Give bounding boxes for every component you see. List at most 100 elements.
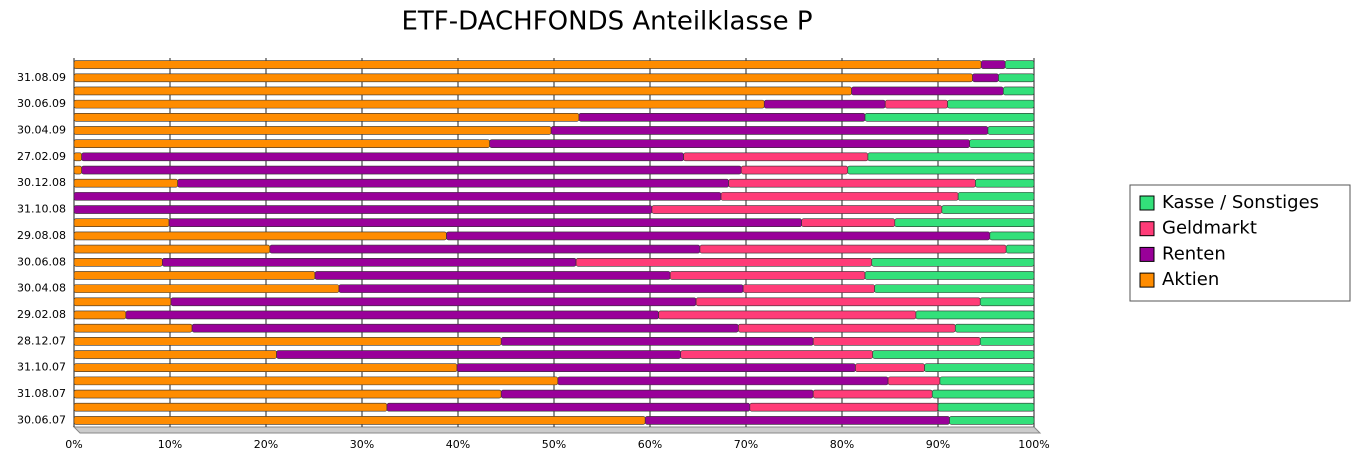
bar-segment <box>740 165 849 175</box>
bar-segment <box>177 178 730 188</box>
y-tick-label: 30.04.08 <box>17 282 66 295</box>
bar-segment <box>644 416 950 425</box>
bar-segment <box>73 297 172 307</box>
bar-segment <box>575 257 873 267</box>
bar-segment <box>73 86 852 96</box>
bar-segment <box>73 257 163 267</box>
bar-segment <box>489 139 970 148</box>
bar-segment <box>884 99 948 109</box>
bar-segment <box>669 271 866 280</box>
bar-segment <box>998 73 1035 83</box>
bar-segment <box>73 271 316 280</box>
bar-segment <box>73 231 447 241</box>
bar-segment <box>949 416 1035 425</box>
y-tick-label: 30.06.09 <box>17 97 66 110</box>
bar-segment <box>73 139 490 148</box>
bar-segment <box>73 402 388 412</box>
bar-segment <box>975 178 1035 188</box>
y-tick-label: 29.08.08 <box>17 229 66 242</box>
bar-segment <box>651 205 943 214</box>
x-tick-label: 50% <box>542 438 566 451</box>
bar-segment <box>683 152 869 162</box>
bar-segment <box>874 284 1035 293</box>
legend-swatch <box>1139 272 1155 288</box>
legend-label: Kasse / Sonstiges <box>1162 192 1319 213</box>
bar-segment <box>763 99 886 109</box>
bar-segment <box>931 389 1035 399</box>
bar-segment <box>1004 60 1035 69</box>
bar-segment <box>864 271 1035 280</box>
legend-label: Aktien <box>1162 269 1219 290</box>
y-tick-label: 28.12.07 <box>17 334 66 347</box>
bar-segment <box>170 297 697 307</box>
bar-segment <box>812 337 981 346</box>
bar-segment <box>847 165 1035 175</box>
bar-segment <box>73 363 458 372</box>
bar-segment <box>871 257 1035 267</box>
bar-segment <box>864 113 1035 122</box>
x-tick-label: 20% <box>254 438 278 451</box>
bar-segment <box>191 323 739 333</box>
bar-segment <box>73 350 277 359</box>
bar-segment <box>887 376 941 386</box>
bar-segment <box>276 350 682 359</box>
bar-segment <box>73 126 552 135</box>
bar-segment <box>73 389 502 399</box>
bar-segment <box>81 152 684 162</box>
y-tick-label: 29.02.08 <box>17 308 66 321</box>
bar-segment <box>989 231 1035 241</box>
bar-segment <box>699 244 1007 254</box>
bar-segment <box>73 310 127 320</box>
bar-segment <box>742 284 875 293</box>
bar-segment <box>73 152 82 162</box>
y-tick-label: 31.10.08 <box>17 203 66 216</box>
bar-segment <box>73 337 502 346</box>
x-tick-label: 100% <box>1018 438 1049 451</box>
x-tick-label: 0% <box>65 438 82 451</box>
legend-swatch <box>1139 221 1155 237</box>
bar-segment <box>73 165 82 175</box>
bar-segment <box>1002 86 1035 96</box>
bar-segment <box>500 337 814 346</box>
bar-segment <box>386 402 751 412</box>
bar-segment <box>915 310 1035 320</box>
bar-segment <box>168 218 802 228</box>
y-tick-label: 27.02.09 <box>17 150 66 163</box>
floor <box>72 426 1042 434</box>
bar-segment <box>314 271 671 280</box>
bar-segment <box>338 284 744 293</box>
bar-segment <box>957 192 1035 201</box>
legend-swatch <box>1139 195 1155 211</box>
bar-segment <box>851 86 1004 96</box>
y-tick-label: 31.08.09 <box>17 71 66 84</box>
bar-segment <box>947 99 1035 109</box>
bar-segment <box>73 218 170 228</box>
bar-segment <box>972 73 999 83</box>
bar-segment <box>73 416 646 425</box>
bar-segment <box>680 350 874 359</box>
legend-swatch <box>1139 246 1155 262</box>
bar-segment <box>939 376 1035 386</box>
bar-segment <box>73 284 340 293</box>
bar-segment <box>125 310 659 320</box>
bar-segment <box>937 402 1035 412</box>
bar-segment <box>162 257 577 267</box>
y-tick-label: 30.06.07 <box>17 413 66 426</box>
bar-segment <box>749 402 939 412</box>
bar-segment <box>872 350 1035 359</box>
y-tick-label: 30.04.09 <box>17 123 66 136</box>
bar-segment <box>980 60 1006 69</box>
bar-segment <box>1005 244 1035 254</box>
bar-segment <box>73 73 973 83</box>
bar-segment <box>73 178 178 188</box>
bar-segment <box>728 178 976 188</box>
bar-segment <box>695 297 981 307</box>
x-tick-label: 30% <box>350 438 374 451</box>
bar-segment <box>550 126 989 135</box>
bar-segment <box>81 165 742 175</box>
bar-segment <box>855 363 925 372</box>
bar-segment <box>73 376 559 386</box>
x-tick-label: 10% <box>158 438 182 451</box>
bar-segment <box>801 218 896 228</box>
